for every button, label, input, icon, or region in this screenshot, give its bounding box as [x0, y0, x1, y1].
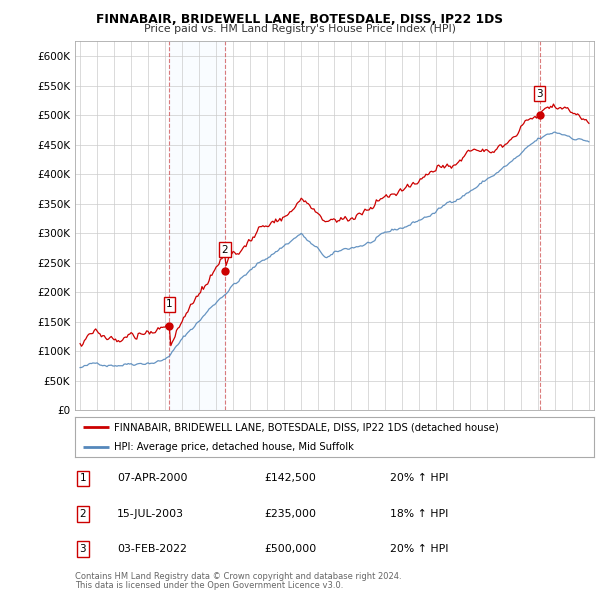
Text: 07-APR-2000: 07-APR-2000 [117, 474, 187, 483]
Text: £500,000: £500,000 [264, 545, 316, 554]
Text: 15-JUL-2003: 15-JUL-2003 [117, 509, 184, 519]
Text: Contains HM Land Registry data © Crown copyright and database right 2024.: Contains HM Land Registry data © Crown c… [75, 572, 401, 581]
Text: £235,000: £235,000 [264, 509, 316, 519]
Text: 1: 1 [166, 300, 173, 310]
Text: 1: 1 [79, 474, 86, 483]
Text: FINNABAIR, BRIDEWELL LANE, BOTESDALE, DISS, IP22 1DS: FINNABAIR, BRIDEWELL LANE, BOTESDALE, DI… [97, 13, 503, 26]
Text: FINNABAIR, BRIDEWELL LANE, BOTESDALE, DISS, IP22 1DS (detached house): FINNABAIR, BRIDEWELL LANE, BOTESDALE, DI… [114, 422, 499, 432]
Text: HPI: Average price, detached house, Mid Suffolk: HPI: Average price, detached house, Mid … [114, 442, 354, 452]
Text: 20% ↑ HPI: 20% ↑ HPI [390, 545, 449, 554]
Text: 3: 3 [536, 88, 543, 99]
Text: £142,500: £142,500 [264, 474, 316, 483]
Text: 18% ↑ HPI: 18% ↑ HPI [390, 509, 448, 519]
Text: This data is licensed under the Open Government Licence v3.0.: This data is licensed under the Open Gov… [75, 581, 343, 589]
Bar [169, 41, 225, 410]
Text: 2: 2 [79, 509, 86, 519]
Text: 20% ↑ HPI: 20% ↑ HPI [390, 474, 449, 483]
Text: 3: 3 [79, 545, 86, 554]
Text: Price paid vs. HM Land Registry's House Price Index (HPI): Price paid vs. HM Land Registry's House … [144, 24, 456, 34]
Text: 2: 2 [221, 245, 228, 255]
Text: 03-FEB-2022: 03-FEB-2022 [117, 545, 187, 554]
